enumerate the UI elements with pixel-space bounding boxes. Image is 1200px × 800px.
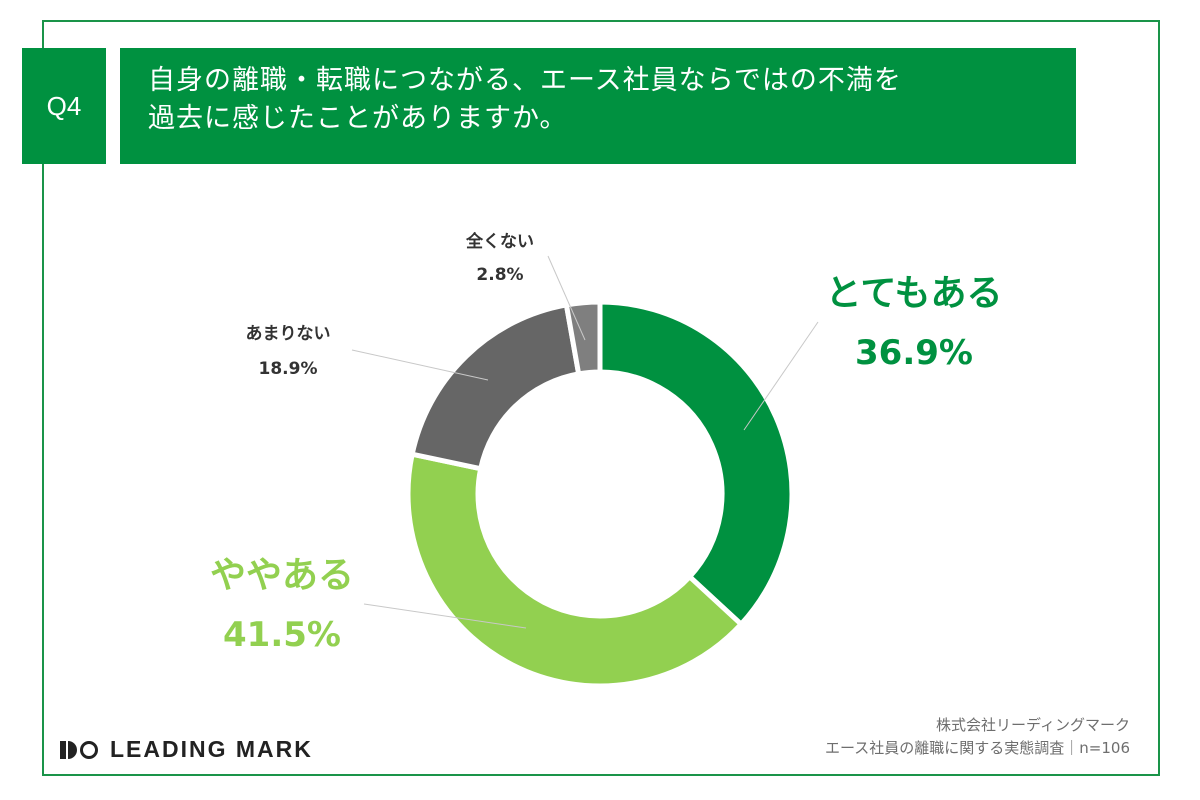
question-number: Q4 [46,90,82,121]
value-totemo-aru: 36.9% [855,333,973,373]
question-badge: Q4 [22,48,106,164]
value-mattaku-nai: 2.8% [476,265,523,285]
value-yaya-aru: 41.5% [223,615,341,655]
slice-mattaku-nai [563,299,603,377]
label-totemo-aru: とてもある [825,273,1002,314]
slice-totemo-aru [597,299,795,627]
label-yaya-aru: ややある [210,555,354,596]
question-banner: 自身の離職・転職につながる、エース社員ならではの不満を 過去に感じたことがありま… [120,48,1076,164]
leader-lines [351,255,819,629]
logo-text: LEADING MARK [110,736,313,762]
leader-line-mattaku-nai [547,255,586,341]
chart-frame [42,20,1160,776]
slice-yaya-aru [405,451,744,689]
source-note: 株式会社リーディングマーク エース社員の離職に関する実態調査｜n=106 [825,714,1130,760]
leader-line-yaya-aru [363,603,527,629]
question-line-2: 過去に感じたことがありますか。 [148,103,568,134]
source-company: 株式会社リーディングマーク [936,716,1130,734]
label-mattaku-nai: 全くない [465,231,534,252]
donut-slices [405,299,795,689]
source-survey: エース社員の離職に関する実態調査｜n=106 [825,739,1130,757]
company-logo: LEADING MARK [60,736,313,763]
leading-mark-logo-icon [60,740,98,759]
value-amari-nai: 18.9% [259,359,318,379]
slice-amari-nai [409,302,582,472]
question-line-1: 自身の離職・転職につながる、エース社員ならではの不満を [148,65,902,96]
leader-line-totemo-aru [743,321,819,431]
leader-line-amari-nai [351,349,489,381]
label-amari-nai: あまりない [246,324,331,344]
